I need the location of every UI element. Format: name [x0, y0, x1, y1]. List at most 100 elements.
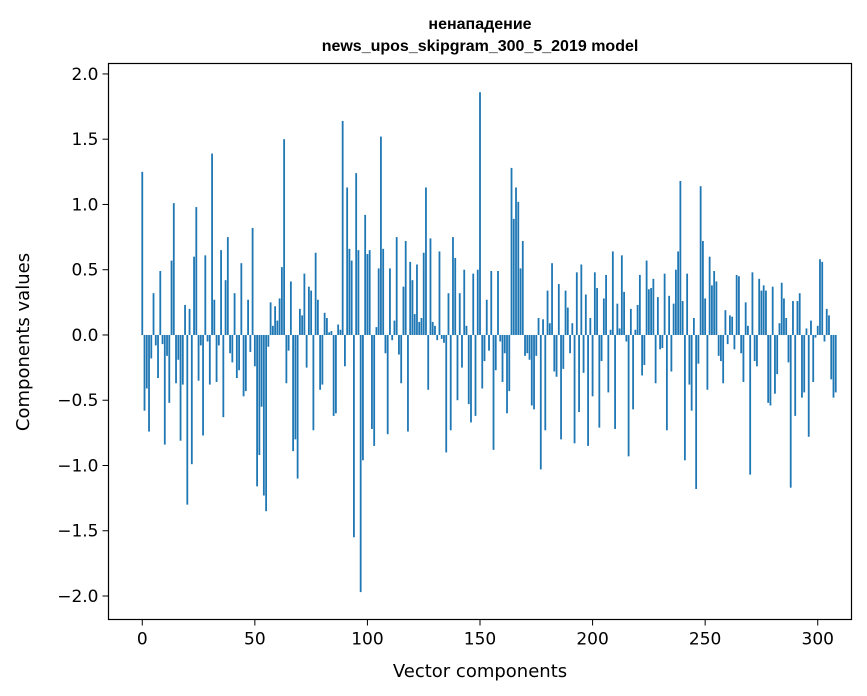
- bar-277: [765, 290, 767, 335]
- bar-225: [647, 289, 650, 335]
- bar-252: [708, 256, 711, 335]
- bar-165: [512, 218, 515, 335]
- bar-170: [524, 334, 526, 356]
- x-tick-label: 200: [576, 630, 608, 650]
- bar-159: [499, 334, 502, 342]
- bar-293: [801, 334, 803, 398]
- bar-50: [253, 334, 256, 367]
- bar-260: [726, 334, 729, 345]
- bar-23: [193, 256, 195, 335]
- bar-82: [326, 318, 328, 335]
- bar-3: [148, 334, 150, 432]
- bar-118: [407, 334, 409, 432]
- bar-145: [467, 334, 470, 405]
- bar-12: [168, 334, 171, 403]
- bar-44: [240, 263, 243, 335]
- bar-13: [170, 260, 173, 335]
- bar-299: [814, 334, 817, 338]
- bar-81: [323, 312, 326, 335]
- y-tick-label: −1.5: [57, 522, 98, 542]
- y-ticks-group: 2.0 1.5 1.0 0.5 0.0 −0.5 −1.0 −1.5 −2.0: [57, 65, 109, 607]
- y-tick-label: 0.5: [71, 261, 98, 281]
- bar-161: [503, 334, 506, 354]
- bar-0: [141, 171, 144, 335]
- bar-126: [425, 187, 427, 335]
- bar-226: [650, 287, 653, 335]
- bar-100: [366, 254, 369, 335]
- bar-30: [208, 334, 211, 385]
- bar-189: [566, 307, 569, 335]
- bar-104: [375, 327, 378, 335]
- bar-265: [738, 276, 740, 335]
- bar-119: [409, 261, 412, 335]
- bar-133: [440, 334, 443, 339]
- bar-58: [271, 325, 274, 335]
- y-tick-label: 0.0: [71, 326, 98, 346]
- plot-frame: [107, 62, 853, 621]
- bar-61: [278, 298, 281, 335]
- bar-236: [672, 303, 675, 335]
- bar-285: [783, 298, 785, 335]
- bar-266: [740, 334, 743, 354]
- bar-307: [832, 334, 835, 398]
- bar-218: [632, 334, 634, 410]
- bar-10: [163, 334, 166, 445]
- bar-120: [411, 280, 414, 335]
- bar-40: [231, 334, 234, 363]
- bar-283: [778, 323, 781, 335]
- bar-264: [735, 274, 738, 335]
- bar-286: [785, 318, 788, 335]
- bar-28: [204, 255, 207, 335]
- bar-105: [377, 268, 380, 335]
- bar-202: [596, 287, 598, 335]
- bar-295: [805, 328, 808, 335]
- bar-210: [614, 334, 616, 429]
- bar-220: [636, 304, 639, 335]
- y-tick-label: 1.0: [71, 195, 98, 215]
- bar-37: [224, 280, 227, 335]
- bar-103: [373, 334, 376, 446]
- bar-262: [731, 316, 734, 335]
- bar-171: [526, 334, 529, 354]
- bar-33: [215, 334, 218, 382]
- bar-59: [274, 306, 277, 335]
- bar-233: [665, 334, 668, 431]
- bar-223: [643, 334, 646, 365]
- bar-34: [217, 334, 220, 346]
- bar-47: [247, 299, 249, 335]
- bar-240: [681, 301, 684, 335]
- bar-155: [490, 271, 493, 335]
- bar-263: [733, 334, 736, 350]
- bar-182: [551, 263, 553, 335]
- bar-272: [753, 334, 756, 362]
- bar-75: [310, 290, 313, 335]
- y-tick-label: 2.0: [71, 65, 98, 85]
- bar-305: [828, 315, 830, 335]
- bar-93: [350, 260, 353, 335]
- bar-282: [776, 334, 779, 375]
- bar-297: [810, 320, 812, 335]
- bar-205: [602, 298, 605, 335]
- bar-19: [184, 304, 186, 335]
- bar-84: [330, 331, 333, 335]
- bar-261: [729, 315, 731, 335]
- bar-230: [659, 334, 662, 350]
- bar-115: [400, 334, 403, 384]
- bar-166: [515, 187, 517, 335]
- bar-137: [449, 334, 452, 431]
- bar-191: [571, 323, 574, 335]
- bar-42: [235, 334, 238, 379]
- bar-243: [688, 334, 691, 385]
- bar-39: [229, 334, 231, 354]
- bar-219: [634, 329, 637, 335]
- bar-62: [280, 267, 283, 335]
- bar-131: [436, 334, 439, 341]
- bar-158: [497, 271, 499, 335]
- bar-206: [605, 274, 607, 335]
- bar-24: [195, 207, 198, 335]
- bar-29: [206, 334, 209, 342]
- bar-280: [771, 286, 774, 335]
- bar-77: [314, 252, 317, 335]
- bar-2: [145, 334, 148, 389]
